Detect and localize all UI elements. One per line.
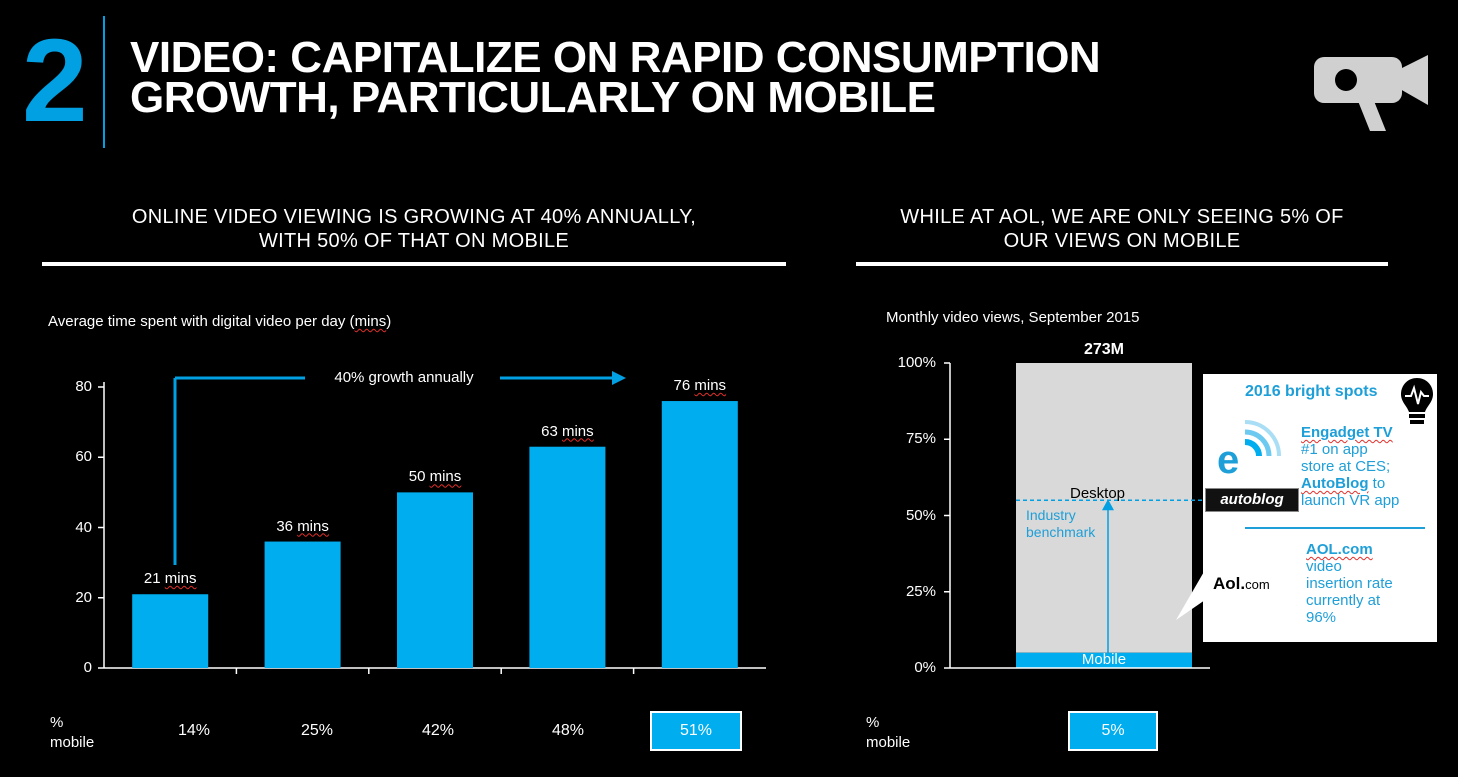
- aol-text-3: currently at: [1306, 592, 1381, 609]
- right-chart-subtitle: Monthly video views, September 2015: [886, 309, 1140, 326]
- left-y-tick-label: 20: [75, 588, 92, 606]
- time-bar: [132, 594, 209, 668]
- right-y-tick-label: 75%: [905, 430, 936, 448]
- left-chart-subtitle: Average time spent with digital video pe…: [48, 313, 391, 330]
- benchmark-label-2: benchmark: [1026, 524, 1096, 540]
- autoblog-logo: autoblog: [1205, 488, 1299, 512]
- callout-title: 2016 bright spots: [1245, 383, 1378, 400]
- right-y-tick-label: 0%: [914, 659, 936, 676]
- mobile-segment: [1016, 652, 1192, 668]
- aol-title: AOL.com: [1306, 541, 1373, 558]
- aol-text-4: 96%: [1306, 609, 1337, 626]
- engadget-text-1: #1 on app: [1301, 441, 1368, 458]
- right-heading-line-2: OUR VIEWS ON MOBILE: [1003, 230, 1241, 252]
- left-heading-line-1: ONLINE VIDEO VIEWING IS GROWING AT 40% A…: [131, 206, 697, 228]
- bar-value-unit: mins: [297, 517, 329, 535]
- callout-divider: [1245, 527, 1425, 529]
- right-stacked-chart: [944, 362, 1212, 669]
- bar-value-label: 76 mins: [673, 377, 727, 395]
- aol-logo-main: Aol.: [1213, 574, 1246, 593]
- engadget-logo-letter: e: [1217, 438, 1240, 482]
- mobile-pct-1: 14%: [177, 722, 211, 739]
- benchmark-arrowhead: [1102, 499, 1114, 511]
- mobile-segment-label: Mobile: [1081, 651, 1127, 668]
- aol-logo-suffix: com: [1245, 577, 1270, 592]
- right-y-tick-label: 50%: [905, 506, 936, 524]
- left-bar-chart: [98, 382, 766, 674]
- left-mobile-label: % mobile: [50, 713, 94, 753]
- growth-arrow: [173, 371, 626, 565]
- video-camera-icon: [1314, 55, 1428, 131]
- mobile-pct-4: 48%: [551, 722, 585, 739]
- bar-value-unit: mins: [164, 570, 197, 588]
- bar-value-unit: mins: [561, 422, 594, 440]
- bright-spots-callout: 2016 bright spots e autoblog Engadget TV…: [1203, 374, 1437, 642]
- time-bar: [661, 401, 738, 668]
- page-title: VIDEO: CAPITALIZE ON RAPID CONSUMPTION G…: [130, 36, 1101, 120]
- subtitle-unit: mins: [354, 313, 387, 330]
- total-views-label: 273M: [1083, 341, 1125, 358]
- left-mobile-label-1: %: [50, 714, 64, 731]
- aol-logo: Aol.com: [1213, 574, 1270, 594]
- right-heading: WHILE AT AOL, WE ARE ONLY SEEING 5% OF O…: [856, 205, 1388, 253]
- left-heading-rule: [42, 262, 786, 266]
- right-y-tick-label: 100%: [897, 354, 936, 371]
- mobile-pct-3: 42%: [421, 722, 455, 739]
- right-mobile-label-2: mobile: [866, 734, 911, 751]
- benchmark-label-1: Industry: [1026, 507, 1076, 523]
- right-mobile-label-1: %: [866, 714, 880, 731]
- aol-text: AOL.com video insertion rate currently a…: [1306, 541, 1436, 626]
- page-title-line-2: GROWTH, PARTICULARLY ON MOBILE: [130, 73, 936, 122]
- header-divider: [103, 16, 105, 148]
- time-bar: [397, 492, 473, 668]
- left-mobile-label-2: mobile: [50, 734, 95, 751]
- section-number: 2: [22, 15, 88, 147]
- aol-text-2: insertion rate: [1306, 575, 1393, 592]
- engadget-logo-icon: [1244, 420, 1281, 457]
- bar-value-label: 50 mins: [408, 468, 462, 486]
- mobile-pct-5-highlight: 51%: [650, 711, 742, 751]
- left-heading-line-2: WITH 50% OF THAT ON MOBILE: [258, 230, 570, 252]
- right-y-tick-label: 25%: [905, 582, 936, 600]
- left-heading: ONLINE VIDEO VIEWING IS GROWING AT 40% A…: [42, 205, 786, 253]
- aol-mobile-pct-highlight: 5%: [1068, 711, 1158, 751]
- left-y-tick-label: 80: [75, 378, 92, 395]
- autoblog-text-2: launch VR app: [1301, 492, 1400, 509]
- engadget-autoblog-text: Engadget TV #1 on app store at CES; Auto…: [1301, 424, 1435, 509]
- bar-value-label: 21 mins: [143, 570, 197, 588]
- desktop-segment-label: Desktop: [1070, 485, 1126, 502]
- lightbulb-icon: [1401, 378, 1433, 424]
- autoblog-title: AutoBlog: [1301, 475, 1369, 492]
- engadget-title: Engadget TV: [1301, 424, 1393, 441]
- left-chart-subtitle-text: Average time spent with digital video pe…: [48, 313, 392, 330]
- mobile-pct-2: 25%: [300, 722, 334, 739]
- engadget-text-2: store at CES;: [1301, 458, 1391, 475]
- right-heading-line-1: WHILE AT AOL, WE ARE ONLY SEEING 5% OF: [900, 206, 1344, 228]
- left-y-tick-label: 0: [83, 659, 92, 676]
- bar-value-unit: mins: [694, 377, 727, 395]
- right-heading-rule: [856, 262, 1388, 266]
- left-y-tick-label: 60: [75, 448, 92, 466]
- benchmark-label: Industry benchmark: [1026, 507, 1095, 541]
- left-y-tick-label: 40: [75, 518, 92, 536]
- growth-label: 40% growth annually: [334, 369, 474, 386]
- right-mobile-label: % mobile: [866, 713, 910, 753]
- time-bar: [529, 446, 606, 668]
- autoblog-text-1: to: [1372, 475, 1386, 492]
- page-title-line-1: VIDEO: CAPITALIZE ON RAPID CONSUMPTION: [130, 33, 1101, 82]
- time-bar: [264, 541, 341, 668]
- bar-value-label: 36 mins: [276, 517, 329, 535]
- aol-text-1: video: [1306, 558, 1342, 575]
- bar-value-unit: mins: [429, 468, 462, 486]
- bar-value-label: 63 mins: [541, 422, 594, 440]
